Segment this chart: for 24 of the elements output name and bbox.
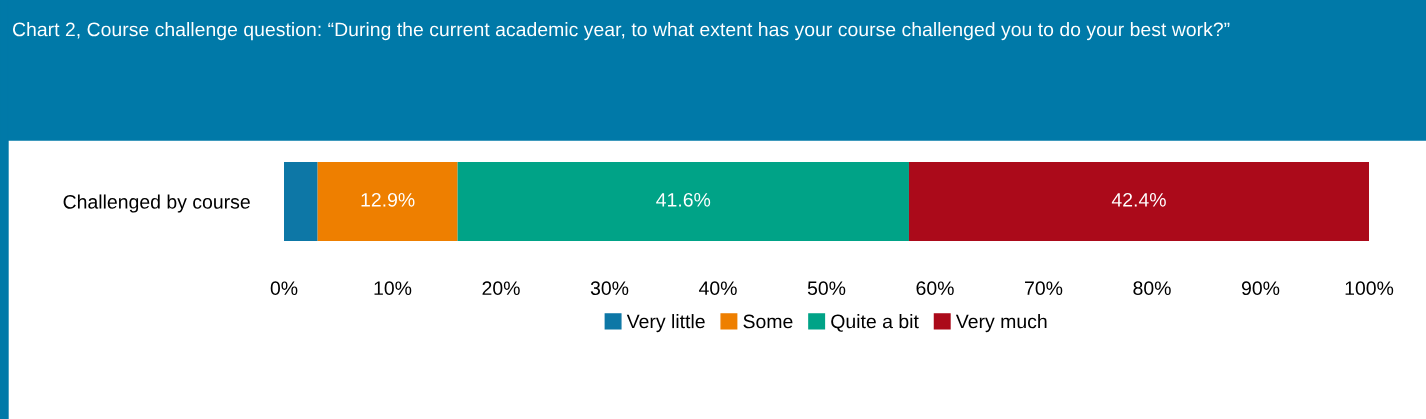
x-tick-label: 0% <box>270 281 298 296</box>
x-tick-label: 10% <box>374 281 412 296</box>
x-tick-label: 60% <box>916 281 954 296</box>
x-tick-label: 40% <box>698 281 737 296</box>
legend-label: Very much <box>955 314 1047 333</box>
bar <box>457 162 909 241</box>
data-label: 42.4% <box>1111 192 1166 207</box>
data-label: 41.6% <box>656 192 711 207</box>
x-tick-label: 30% <box>590 281 629 296</box>
bar <box>284 162 318 241</box>
x-tick-label: 80% <box>1133 281 1171 296</box>
legend-label: Very little <box>626 314 705 333</box>
chart-title: Chart 2, Course challenge question: “During the current academic year, to what extent has your course challenged you to do your best work?” <box>12 22 1230 41</box>
x-tick-label: 70% <box>1025 281 1063 296</box>
bar <box>908 162 1369 241</box>
data-label: 12.9% <box>361 192 415 207</box>
x-tick-label: 20% <box>482 281 520 296</box>
bar <box>317 162 458 241</box>
legend-label: Quite a bit <box>831 314 919 332</box>
x-tick-label: 100% <box>1345 281 1394 296</box>
x-tick-label: 50% <box>807 281 846 296</box>
legend-label: Some <box>743 314 793 329</box>
x-tick-label: 90% <box>1241 281 1280 296</box>
y-tick-label: Challenged by course <box>63 194 250 213</box>
